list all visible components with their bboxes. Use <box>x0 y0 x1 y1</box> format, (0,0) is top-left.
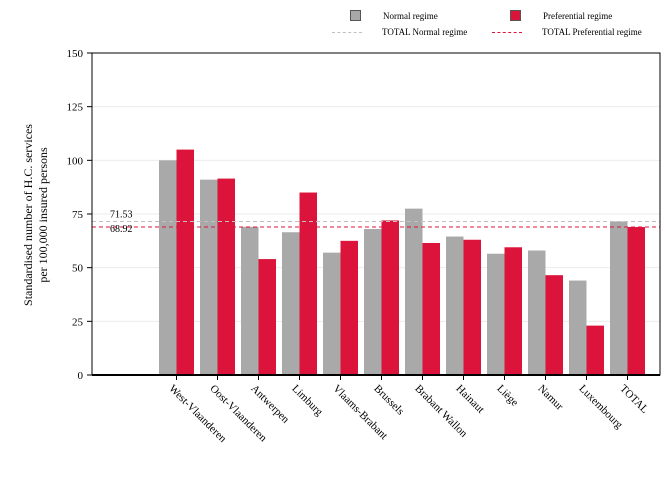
y-tick-label: 100 <box>67 155 84 167</box>
y-tick-label: 25 <box>72 316 84 328</box>
bar-preferential <box>299 192 317 375</box>
plot-frame <box>91 52 661 376</box>
legend-swatch-normal <box>350 10 361 21</box>
bar-normal <box>159 160 177 375</box>
legend: Normal regime Preferential regime TOTAL … <box>330 8 670 42</box>
bar-normal <box>405 208 423 375</box>
bar-normal <box>569 280 587 375</box>
bar-normal <box>364 229 382 375</box>
bar-normal <box>282 232 300 375</box>
legend-item-preferential: Preferential regime <box>510 10 612 21</box>
x-tick-label: Namur <box>535 383 565 413</box>
y-axis-title: Standardised number of H.C. services per… <box>6 0 66 480</box>
bar-preferential <box>545 275 563 375</box>
x-tick-label: Oost-Vlaanderen <box>207 383 269 445</box>
bar-normal <box>528 250 546 375</box>
bar-preferential <box>586 325 604 375</box>
x-tick-label: Brabant Wallon <box>412 383 470 441</box>
bar-preferential <box>463 239 481 375</box>
bar-preferential <box>627 227 645 375</box>
x-tick-label: Brussels <box>371 383 406 418</box>
bar-preferential <box>381 220 399 375</box>
bar-normal <box>323 252 341 375</box>
bar-normal <box>200 179 218 375</box>
bar-preferential <box>340 240 358 375</box>
bar-preferential <box>422 242 440 375</box>
x-tick-label: Luxembourg <box>576 383 625 432</box>
legend-dash-total-preferential <box>492 31 522 33</box>
y-tick-label: 50 <box>72 263 84 275</box>
y-tick-label: 125 <box>67 102 84 114</box>
legend-item-total-normal: TOTAL Normal regime <box>332 27 467 37</box>
x-tick-label: West-Vlaanderen <box>166 383 229 446</box>
x-tick-label: Antwerpen <box>248 383 291 426</box>
legend-item-total-preferential: TOTAL Preferential regime <box>492 27 642 37</box>
legend-label-total-preferential: TOTAL Preferential regime <box>542 27 642 37</box>
legend-item-normal: Normal regime <box>350 10 438 21</box>
bar-preferential <box>504 247 522 375</box>
legend-label-total-normal: TOTAL Normal regime <box>382 27 468 37</box>
bar-preferential <box>217 178 235 375</box>
bar-preferential <box>258 259 276 375</box>
y-axis-title-line-1: Standardised number of H.C. services <box>21 124 35 306</box>
x-tick-label: TOTAL <box>617 383 650 416</box>
legend-label-preferential: Preferential regime <box>543 10 613 21</box>
y-tick-label: 150 <box>67 48 84 60</box>
x-tick-label: Hainaut <box>453 383 486 416</box>
y-tick-label: 0 <box>78 370 84 382</box>
bar-normal <box>610 221 628 375</box>
legend-dash-total-normal <box>332 31 362 33</box>
x-tick-label: Liège <box>494 383 520 409</box>
legend-swatch-preferential <box>510 10 521 21</box>
bar-normal <box>241 226 259 375</box>
y-tick-label: 75 <box>72 209 84 221</box>
y-axis-title-line-2: per 100,000 insured persons <box>36 147 50 283</box>
bar-normal <box>446 236 464 375</box>
bar-preferential <box>176 149 194 375</box>
reference-line-label: 71.53 <box>110 209 133 220</box>
bar-normal <box>487 253 505 375</box>
x-tick-label: Vlaams-Brabant <box>330 383 389 442</box>
reference-line-label: 68.92 <box>110 224 133 235</box>
x-tick-label: Limburg <box>289 383 325 419</box>
legend-label-normal: Normal regime <box>383 10 438 21</box>
